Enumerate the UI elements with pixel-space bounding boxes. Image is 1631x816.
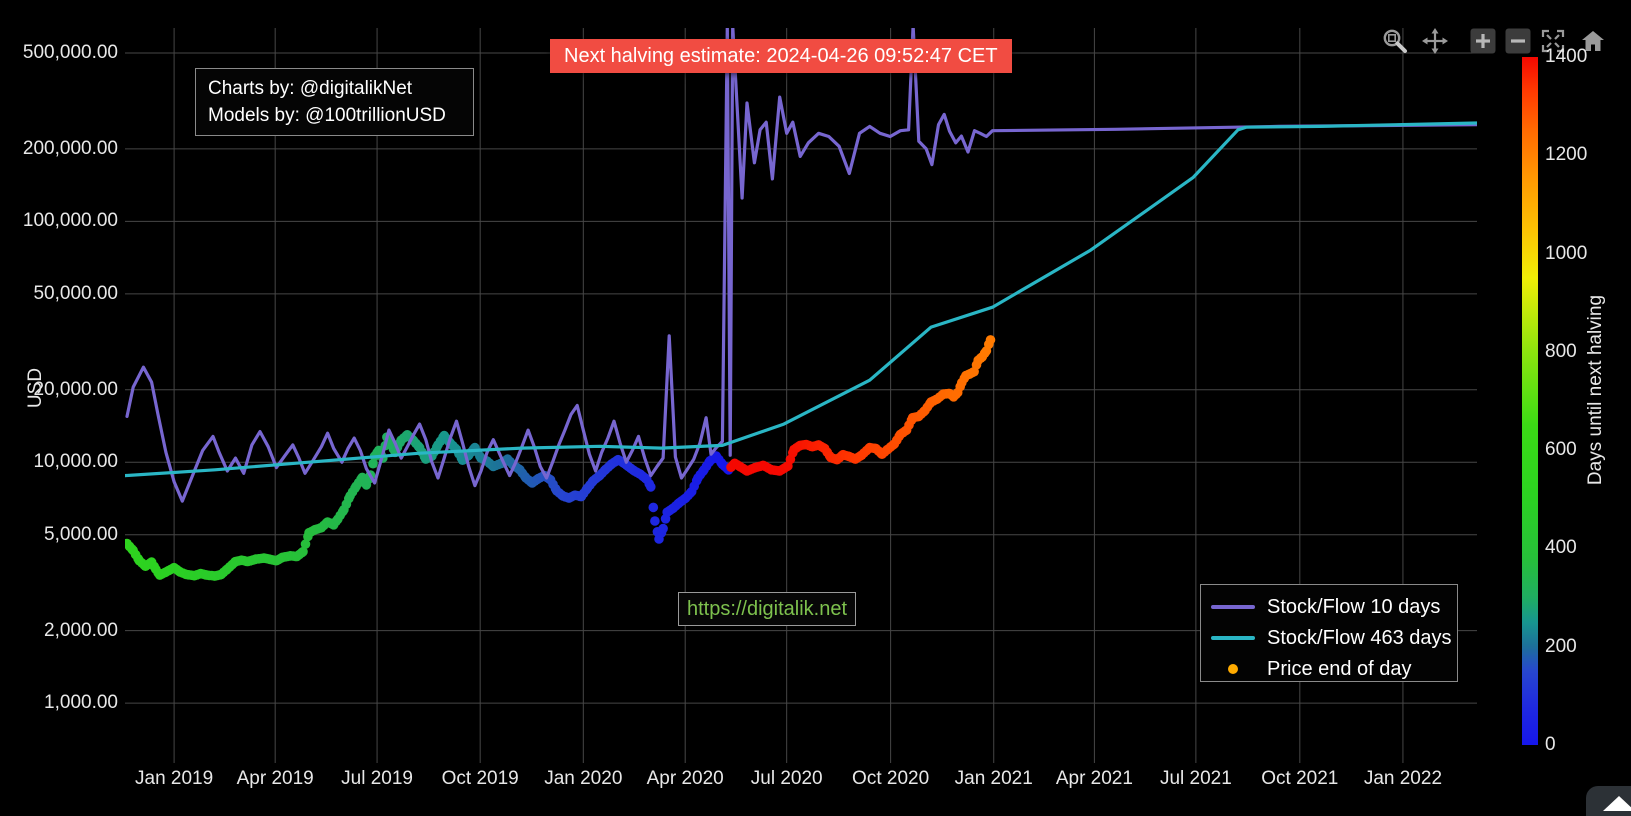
y-tick-label: 200,000.00 <box>22 137 118 159</box>
legend-item-sf10[interactable]: Stock/Flow 10 days <box>1201 592 1457 622</box>
legend-label: Stock/Flow 463 days <box>1267 626 1452 649</box>
legend: Stock/Flow 10 days Stock/Flow 463 days P… <box>1200 584 1458 682</box>
x-tick-label: Apr 2019 <box>236 768 314 789</box>
colorbar-tick-label: 200 <box>1545 635 1577 657</box>
x-tick-label: Jul 2019 <box>341 768 413 789</box>
price-dot <box>300 539 311 549</box>
price-dot <box>298 546 308 557</box>
legend-label: Stock/Flow 10 days <box>1267 595 1441 618</box>
colorbar-tick-label: 1400 <box>1545 46 1588 67</box>
price-dot <box>658 523 668 534</box>
y-tick-label: 500,000.00 <box>22 42 118 63</box>
colorbar-tick-label: 1200 <box>1545 144 1588 166</box>
x-tick-label: Oct 2021 <box>1261 768 1339 789</box>
price-dot <box>646 482 656 492</box>
x-tick-label: Oct 2019 <box>441 768 519 789</box>
scroll-to-top-button[interactable] <box>1586 786 1631 816</box>
pan-icon[interactable] <box>1422 28 1448 54</box>
sf10-line <box>125 28 1477 503</box>
box-zoom-icon[interactable] <box>1382 28 1408 54</box>
attribution-charts-by: Charts by: @digitalikNet <box>208 78 413 99</box>
y-tick-label: 100,000.00 <box>22 210 118 232</box>
y-tick-label: 20,000.00 <box>33 378 118 400</box>
colorbar-tick-label: 800 <box>1545 340 1577 362</box>
colorbar-tick-label: 1000 <box>1545 242 1588 264</box>
x-tick-label: Jul 2021 <box>1159 768 1232 789</box>
x-tick-label: Jan 2022 <box>1363 768 1443 789</box>
y-tick-label: 10,000.00 <box>33 451 118 473</box>
colorbar-title: Days until next halving <box>1585 294 1606 486</box>
zoom-out-icon[interactable] <box>1505 28 1531 54</box>
attribution-box: Charts by: @digitalikNet Models by: @100… <box>195 68 474 136</box>
watermark-link[interactable]: https://digitalik.net <box>678 592 856 626</box>
sf463-line-swatch <box>1211 636 1255 640</box>
price-dot <box>368 458 378 469</box>
x-tick-label: Oct 2020 <box>852 768 930 789</box>
sf10-line-swatch <box>1211 605 1255 609</box>
x-tick-label: Jan 2021 <box>954 768 1033 789</box>
price-dot <box>650 516 660 526</box>
y-tick-label: 5,000.00 <box>44 523 118 545</box>
autoscale-icon[interactable] <box>1540 28 1566 54</box>
x-tick-label: Jan 2020 <box>544 768 623 789</box>
chevron-up-icon <box>1603 796 1631 811</box>
colorbar-tick-label: 400 <box>1545 537 1577 559</box>
x-tick-label: Jul 2020 <box>750 768 823 789</box>
attribution-models-by: Models by: @100trillionUSD <box>208 105 446 126</box>
price-dot-swatch <box>1228 664 1238 674</box>
y-tick-label: 2,000.00 <box>44 619 118 641</box>
y-tick-label: 50,000.00 <box>33 282 118 304</box>
x-tick-label: Apr 2021 <box>1055 768 1133 789</box>
legend-item-price[interactable]: Price end of day <box>1201 654 1457 684</box>
y-tick-label: 1,000.00 <box>44 692 118 714</box>
price-dots <box>125 335 996 581</box>
colorbar-tick-label: 0 <box>1545 734 1556 755</box>
sf463-line <box>125 121 1477 478</box>
x-tick-label: Jan 2019 <box>135 768 214 789</box>
colorbar-tick-label: 600 <box>1545 439 1577 461</box>
colorbar-gradient <box>1522 57 1538 745</box>
legend-item-sf463[interactable]: Stock/Flow 463 days <box>1201 623 1457 653</box>
x-tick-label: Apr 2020 <box>646 768 724 789</box>
price-dot <box>985 335 996 345</box>
home-icon[interactable] <box>1580 28 1606 54</box>
y-axis-title: USD <box>25 367 46 409</box>
legend-label: Price end of day <box>1267 657 1412 680</box>
price-dot <box>648 502 659 513</box>
zoom-in-icon[interactable] <box>1470 28 1496 54</box>
price-dot-swatch-wrap <box>1211 664 1255 674</box>
next-halving-banner: Next halving estimate: 2024-04-26 09:52:… <box>550 39 1012 73</box>
